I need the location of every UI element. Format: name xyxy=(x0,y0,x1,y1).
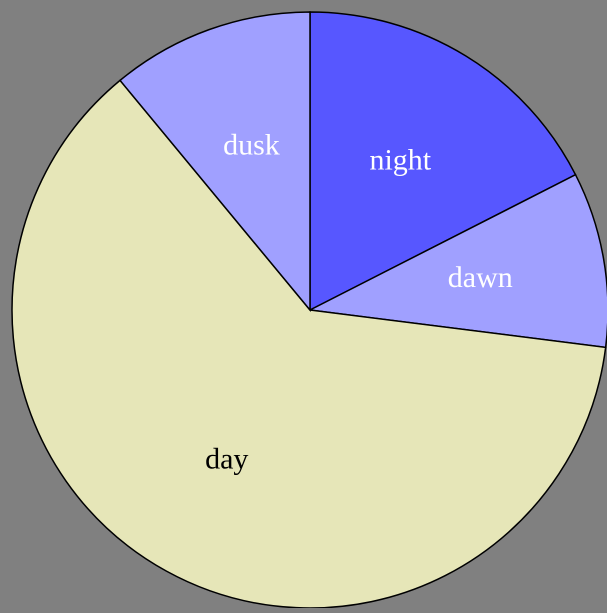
pie-slice-dusk xyxy=(118,11,311,313)
pie-label-dusk: dusk xyxy=(223,128,280,161)
pie-slice-day xyxy=(11,79,607,609)
pie-slice-night xyxy=(309,11,577,312)
pie-slices xyxy=(11,11,607,609)
pie-label-day: day xyxy=(205,442,248,475)
pie-label-night: night xyxy=(369,144,431,177)
pie-labels: night dawn day dusk xyxy=(205,128,513,475)
pie-label-dawn: dawn xyxy=(448,261,513,294)
